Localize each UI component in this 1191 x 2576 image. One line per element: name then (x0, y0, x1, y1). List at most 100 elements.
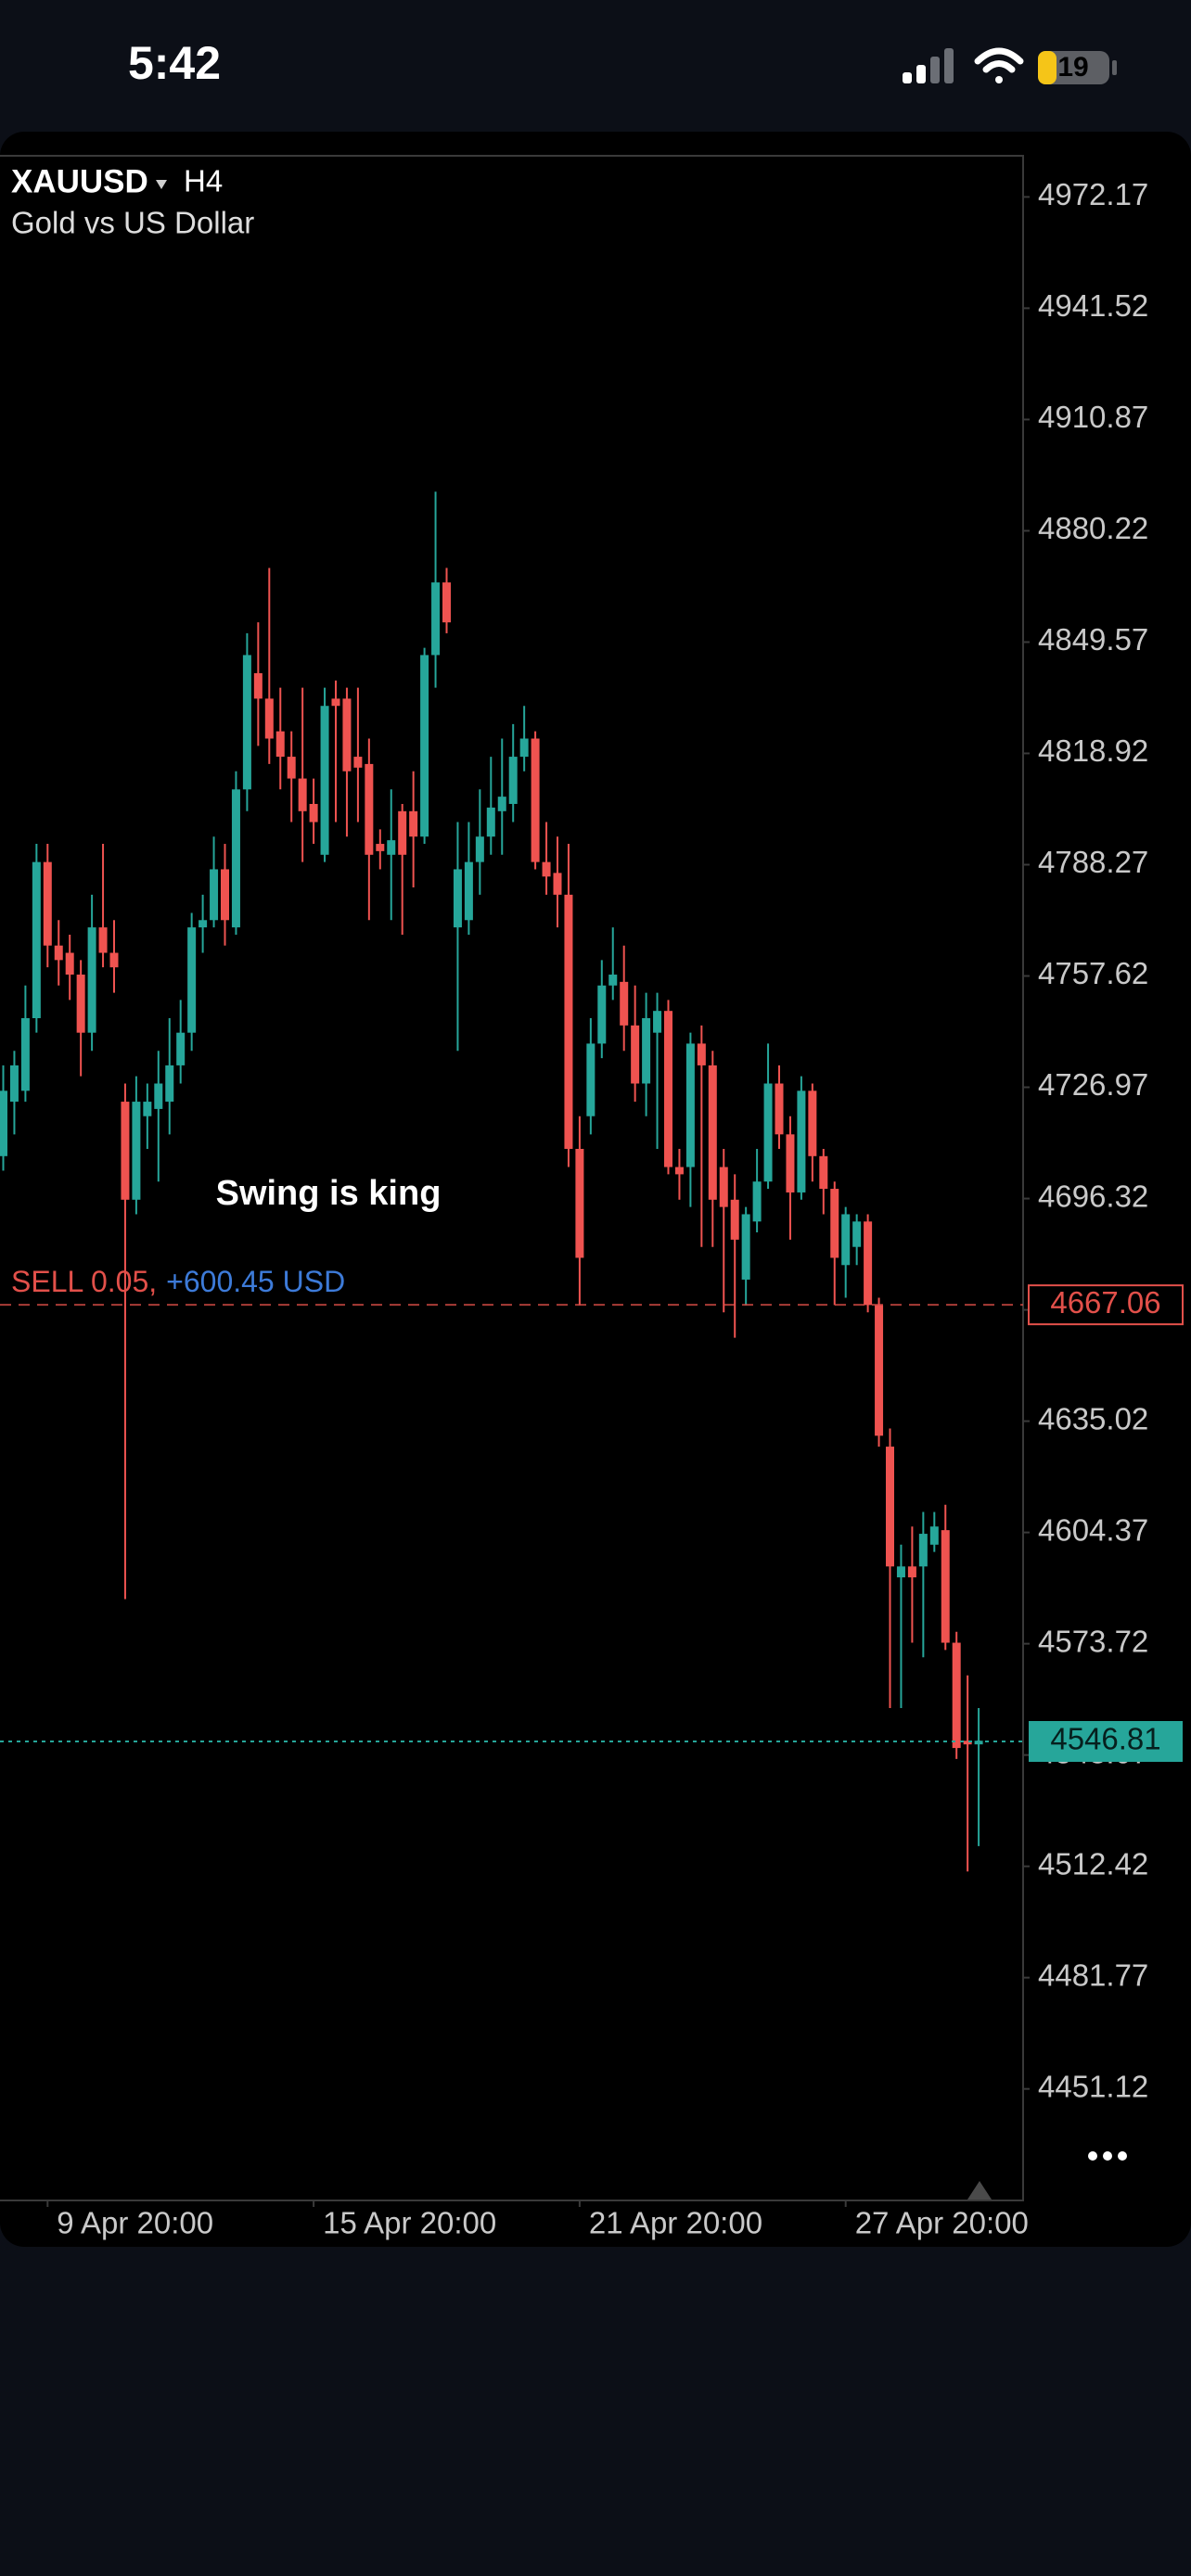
candle-body (475, 836, 484, 862)
y-tick-label: 4635.02 (1038, 1401, 1148, 1435)
candle-body (420, 655, 429, 837)
candle-body (741, 1214, 750, 1280)
candle-body (143, 1102, 152, 1116)
candle-body (531, 738, 540, 862)
y-tick-label: 4573.72 (1038, 1624, 1148, 1658)
position-price-box (1028, 1284, 1184, 1326)
dropdown-arrow[interactable] (156, 180, 167, 189)
candle-body (775, 1083, 784, 1135)
x-tick-label: 27 Apr 20:00 (855, 2206, 1029, 2240)
scroll-marker[interactable] (967, 2181, 992, 2200)
x-tick-label: 21 Apr 20:00 (589, 2206, 762, 2240)
candle-body (642, 1018, 651, 1084)
candle-body (730, 1199, 739, 1240)
candle-body (242, 655, 251, 790)
candle-body (575, 1148, 584, 1258)
current-price: 4546.81 (1050, 1722, 1160, 1756)
candle-body (409, 810, 418, 837)
candle-body (309, 803, 318, 823)
candle-body (387, 840, 396, 855)
candle-body (941, 1530, 950, 1643)
candle-body (121, 1102, 130, 1200)
y-tick-label: 4818.92 (1038, 733, 1148, 768)
wifi-icon (974, 47, 1024, 83)
current-price-box (1029, 1721, 1183, 1763)
candle-body (87, 927, 96, 1033)
candle-body (907, 1566, 916, 1578)
candle-body (442, 582, 451, 623)
timeframe[interactable]: H4 (184, 164, 223, 198)
candle-body (808, 1090, 817, 1156)
position-profit: +600.45 USD (166, 1266, 345, 1299)
y-tick-label: 4880.22 (1038, 511, 1148, 545)
candle-body (109, 952, 119, 968)
y-tick-label: 4481.77 (1038, 1958, 1148, 1992)
y-tick-label: 4451.12 (1038, 2069, 1148, 2103)
candle-body (763, 1083, 773, 1182)
wifi-arc (982, 60, 1016, 73)
y-tick-label: 4604.37 (1038, 1512, 1148, 1547)
candle-body (697, 1043, 706, 1065)
menu-dot (1088, 2151, 1097, 2161)
candle-body (519, 738, 529, 758)
candle-body (275, 731, 285, 758)
y-tick-label: 4910.87 (1038, 400, 1148, 434)
candle-body (653, 1011, 662, 1033)
candle-body (497, 797, 506, 811)
menu-dot (1118, 2151, 1127, 2161)
candle-body (464, 861, 473, 921)
menu-dot (1103, 2151, 1112, 2161)
candle-body (20, 1018, 30, 1091)
candle-body (165, 1065, 174, 1103)
candle-body (298, 778, 307, 811)
candle-body (542, 861, 551, 877)
status-time: 5:42 (128, 37, 221, 89)
candle-body (664, 1011, 672, 1167)
candle-body (674, 1167, 684, 1175)
candle-body (508, 757, 518, 804)
wifi-arc (974, 47, 1024, 65)
candle-body (0, 1090, 7, 1156)
candle-body (76, 975, 85, 1033)
battery-level (1038, 51, 1057, 84)
annotation: Swing is king (216, 1174, 442, 1213)
candle-body (154, 1083, 163, 1109)
candle-body (486, 807, 495, 837)
plot-frame (0, 155, 1024, 2201)
candle-body (586, 1043, 596, 1116)
battery-icon: 19 (1038, 51, 1117, 84)
candle-body (830, 1189, 839, 1258)
candle-body (620, 981, 629, 1026)
candle-body (974, 1741, 983, 1745)
y-tick-label: 4757.62 (1038, 956, 1148, 990)
candle-body (608, 975, 618, 986)
y-tick-label: 4941.52 (1038, 288, 1148, 323)
candle-body (54, 945, 63, 961)
candle-body (841, 1214, 851, 1266)
candle-body (210, 869, 219, 921)
signal-bar (916, 65, 926, 83)
y-tick-label: 4849.57 (1038, 622, 1148, 657)
candle-body (719, 1167, 728, 1207)
candle-body (708, 1065, 717, 1200)
candle-body (918, 1534, 928, 1567)
candle-body (198, 920, 208, 928)
candle-body (132, 1102, 141, 1200)
candle-body (32, 861, 41, 1019)
x-tick-label: 9 Apr 20:00 (57, 2206, 213, 2240)
candle-body (221, 869, 229, 921)
candle-body (187, 927, 197, 1033)
candle-body (952, 1642, 961, 1749)
x-tick-label: 15 Apr 20:00 (323, 2206, 496, 2240)
candle-body (253, 673, 263, 699)
candle-body (819, 1155, 828, 1190)
candle-body (929, 1526, 939, 1545)
candle-body (9, 1065, 19, 1103)
more-menu[interactable] (1088, 2151, 1127, 2161)
candle-body (231, 789, 240, 928)
chart-title: XAUUSD (11, 163, 148, 199)
candle-body (564, 894, 573, 1149)
battery-tip (1112, 60, 1117, 75)
candle-body (886, 1447, 894, 1567)
